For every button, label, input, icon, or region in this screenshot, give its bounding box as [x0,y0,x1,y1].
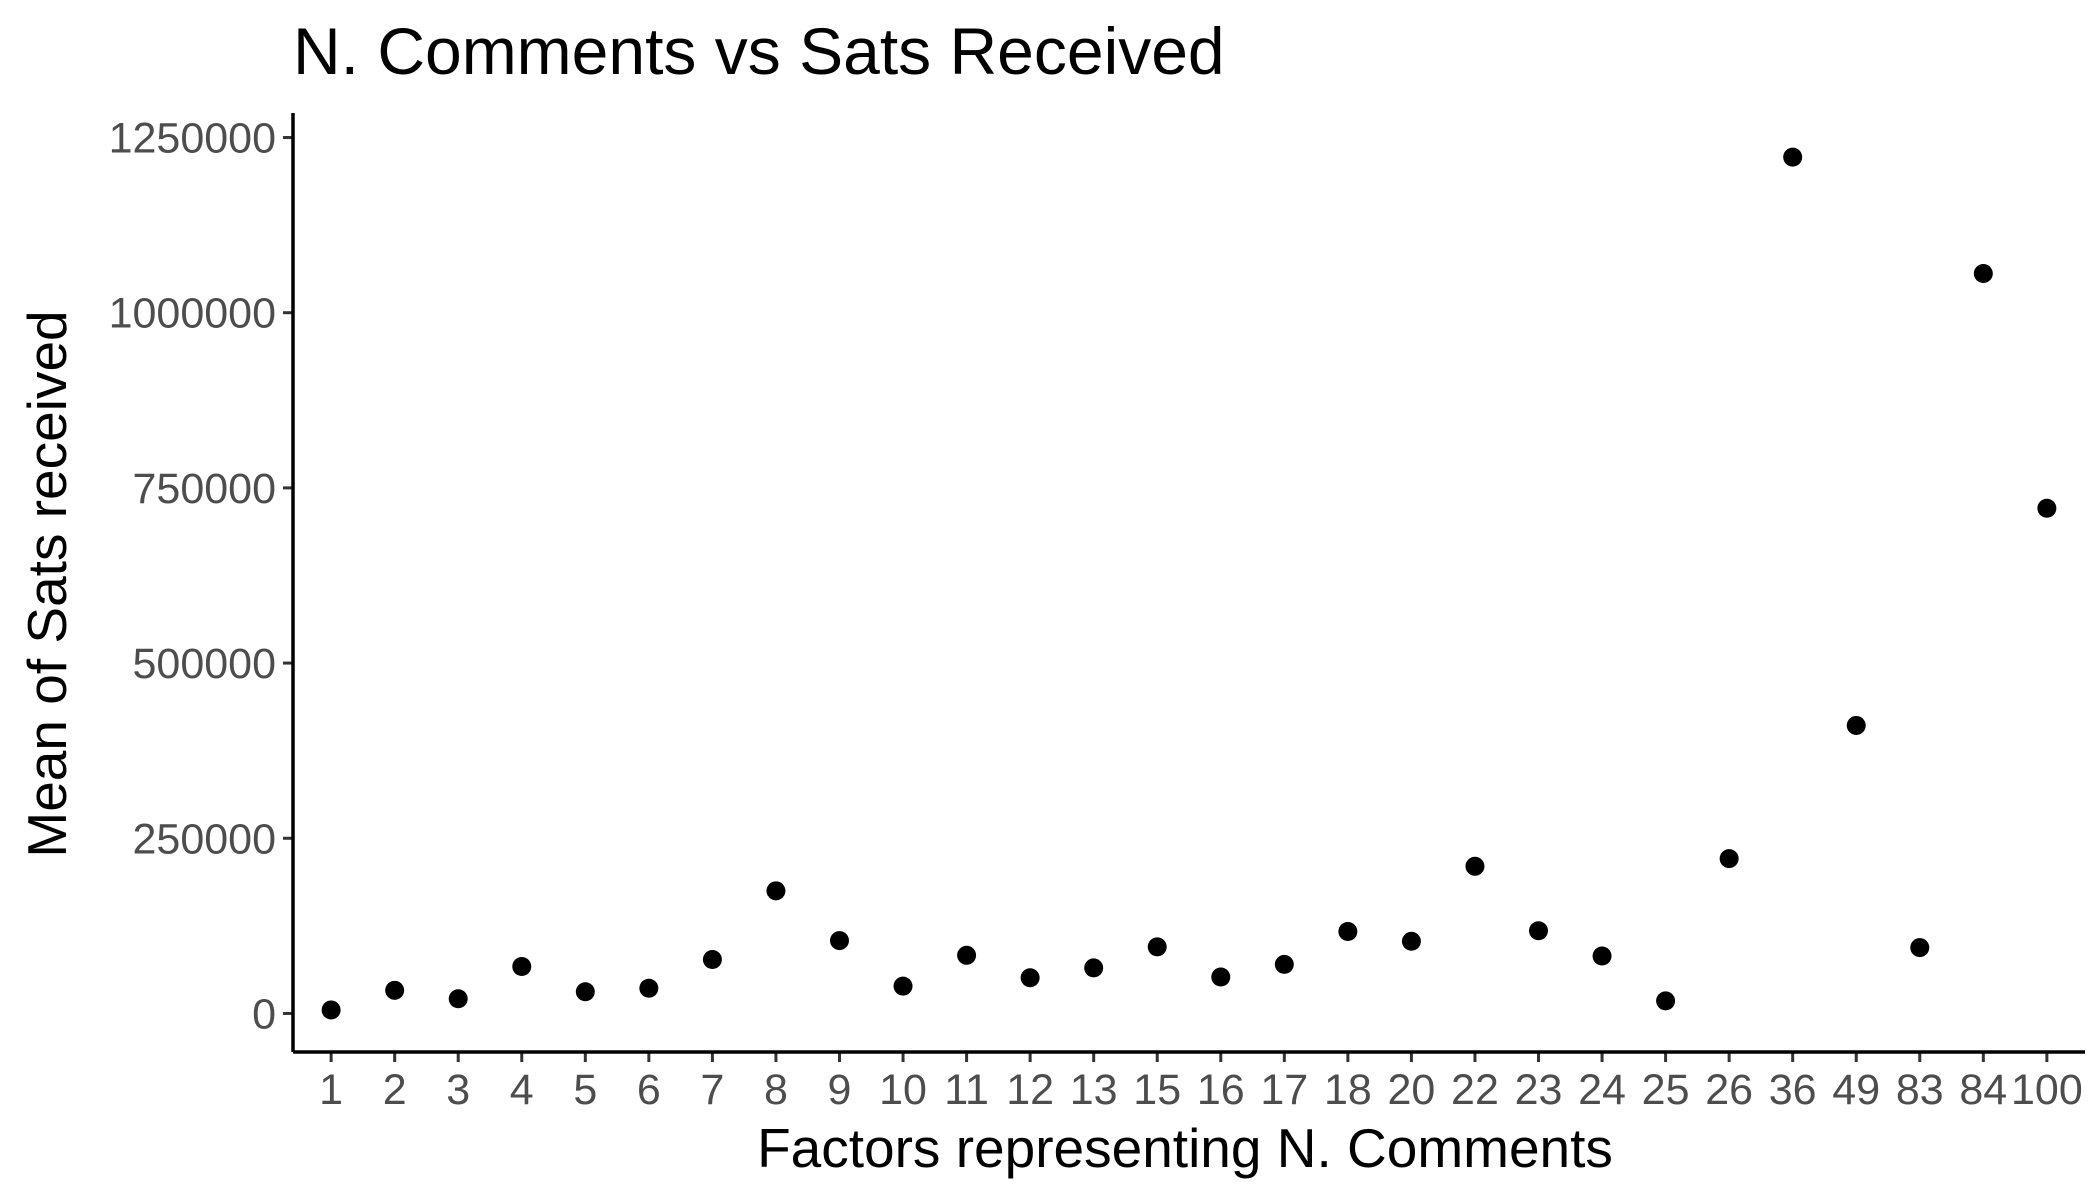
x-tick-label: 36 [1769,1066,1817,1114]
x-axis-title: Factors representing N. Comments [757,1117,1613,1179]
y-tick-label: 500000 [133,640,277,688]
y-tick-label: 1250000 [109,115,276,163]
data-point [1846,715,1866,735]
y-tick-label: 750000 [133,465,277,513]
data-point [702,950,722,970]
data-point [639,978,659,998]
x-tick-label: 26 [1705,1066,1753,1114]
x-tick-label: 10 [879,1066,927,1114]
data-point [1338,921,1358,941]
x-tick-label: 8 [764,1066,788,1114]
x-tick-label: 23 [1515,1066,1563,1114]
x-axis-ticks: 1 2 3 4 5 6 7 8 9 10 11 12 13 15 16 17 18 20 22 23 24 25 26 36 4… [319,1052,2083,1114]
data-point [893,976,913,996]
data-point [1592,946,1612,966]
data-point [448,989,468,1009]
x-tick-label: 11 [944,1066,989,1114]
data-point [1401,931,1421,951]
y-tick-label: 250000 [133,815,277,863]
x-tick-label: 12 [1006,1066,1054,1114]
x-tick-label: 24 [1578,1066,1626,1114]
x-tick-label: 13 [1070,1066,1118,1114]
x-tick-label: 2 [383,1066,407,1114]
data-point [829,931,849,951]
x-tick-label: 9 [828,1066,852,1114]
data-point [1973,263,1993,283]
x-tick-label: 83 [1896,1066,1944,1114]
y-tick-label: 0 [252,990,276,1038]
data-point [1211,967,1231,987]
x-tick-label: 3 [446,1066,470,1114]
x-tick-label: 18 [1324,1066,1372,1114]
data-point [1719,849,1739,869]
y-axis-title: Mean of Sats received [16,310,78,857]
data-point [1020,968,1040,988]
x-tick-label: 100 [2011,1066,2083,1114]
x-tick-label: 4 [510,1066,534,1114]
x-tick-label: 1 [319,1066,343,1114]
data-point [957,945,977,965]
data-point [575,982,595,1002]
x-tick-label: 25 [1642,1066,1690,1114]
x-tick-label: 22 [1451,1066,1499,1114]
x-tick-label: 20 [1387,1066,1435,1114]
data-point [2037,498,2057,518]
data-point [1910,938,1930,958]
x-tick-label: 5 [573,1066,597,1114]
data-point [1147,937,1167,957]
data-point [1783,147,1803,167]
data-points [321,147,2057,1020]
data-point [1465,856,1485,876]
x-tick-label: 6 [637,1066,661,1114]
y-axis-ticks: 0 250000 500000 750000 1000000 1250000 [109,115,293,1038]
data-point [1529,921,1549,941]
chart-title: N. Comments vs Sats Received [293,14,1225,88]
x-tick-label: 7 [700,1066,724,1114]
data-point [1084,958,1104,978]
y-tick-label: 1000000 [109,290,276,338]
data-point [321,1000,341,1020]
data-point [766,881,786,901]
x-tick-label: 84 [1959,1066,2007,1114]
x-tick-label: 15 [1133,1066,1181,1114]
data-point [512,957,532,977]
data-point [1274,954,1294,974]
data-point [1656,991,1676,1011]
x-tick-label: 49 [1832,1066,1880,1114]
x-tick-label: 17 [1260,1066,1308,1114]
data-point [385,980,405,1000]
x-tick-label: 16 [1197,1066,1245,1114]
